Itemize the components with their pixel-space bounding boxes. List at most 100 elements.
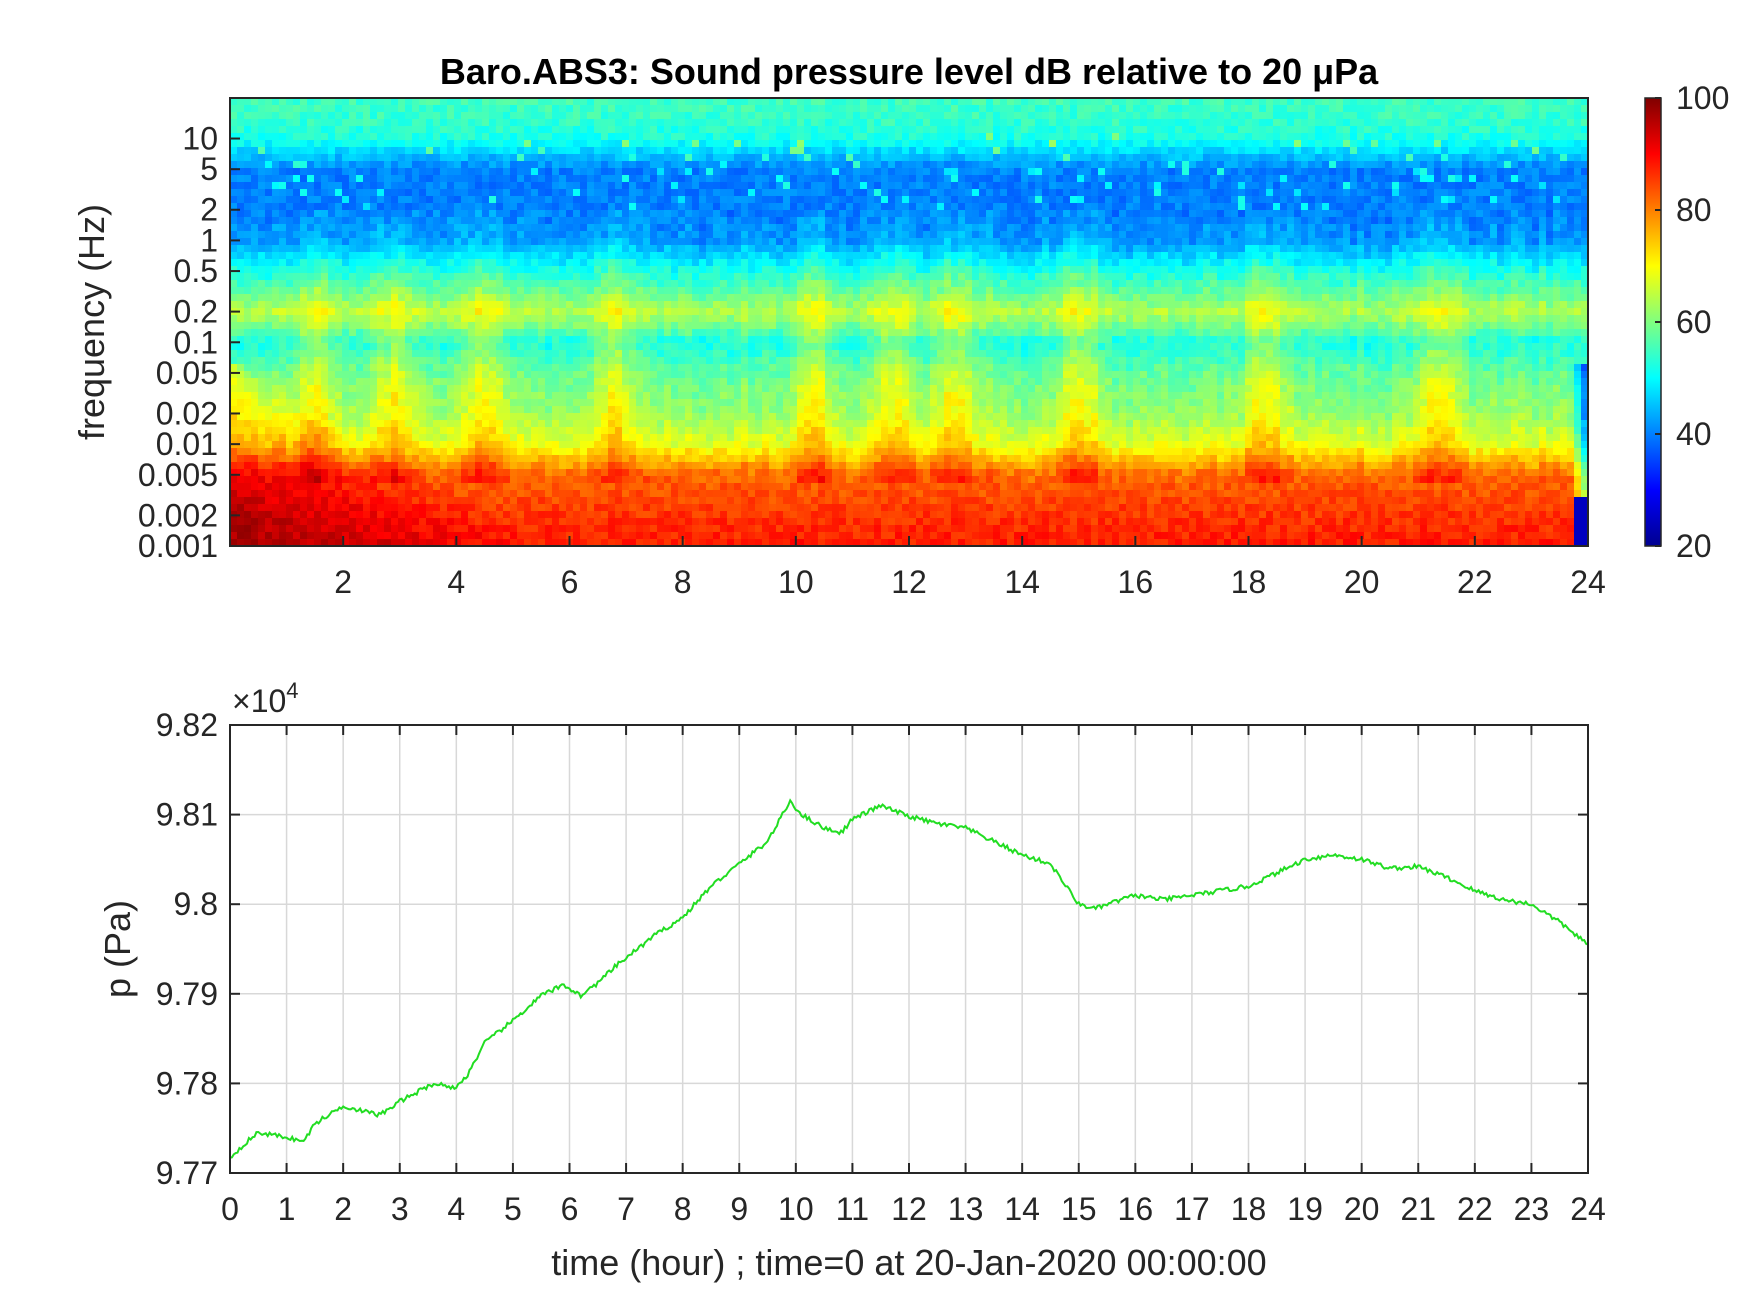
heatmap-cell [664,308,672,316]
heatmap-cell [685,273,693,281]
heatmap-cell [335,294,343,302]
heatmap-cell [349,154,357,162]
heatmap-cell [328,147,336,155]
heatmap-cell [461,140,469,148]
heatmap-cell [251,399,259,407]
heatmap-cell [370,203,378,211]
heatmap-cell [524,315,532,323]
heatmap-cell [475,245,483,253]
heatmap-cell [363,399,371,407]
heatmap-cell [440,420,448,428]
heatmap-cell [720,98,728,106]
heatmap-cell [629,413,637,421]
heatmap-cell [664,392,672,400]
heatmap-cell [461,448,469,456]
heatmap-cell [748,343,756,351]
heatmap-cell [524,294,532,302]
heatmap-cell [678,231,686,239]
heatmap-cell [300,427,308,435]
heatmap-cell [258,217,266,225]
heatmap-cell [706,133,714,141]
heatmap-cell [300,224,308,232]
heatmap-cell [440,364,448,372]
heatmap-cell [685,182,693,190]
heatmap-cell [258,392,266,400]
heatmap-cell [482,238,490,246]
heatmap-cell [461,490,469,498]
heatmap-cell [342,252,350,260]
heatmap-cell [454,147,462,155]
heatmap-cell [636,147,644,155]
heatmap-cell [650,245,658,253]
heatmap-cell [748,245,756,253]
heatmap-cell [405,238,413,246]
heatmap-cell [692,434,700,442]
heatmap-cell [489,532,497,540]
heatmap-cell [720,119,728,127]
heatmap-cell [545,462,553,470]
heatmap-cell [713,364,721,372]
heatmap-cell [489,294,497,302]
heatmap-cell [237,392,245,400]
heatmap-cell [293,161,301,169]
heatmap-cell [489,147,497,155]
heatmap-cell [496,378,504,386]
heatmap-cell [265,231,273,239]
heatmap-cell [265,329,273,337]
heatmap-cell [608,469,616,477]
heatmap-cell [496,112,504,120]
heatmap-cell [769,105,777,113]
heatmap-cell [657,280,665,288]
heatmap-cell [412,203,420,211]
heatmap-cell [531,287,539,295]
heatmap-cell [349,119,357,127]
heatmap-cell [363,196,371,204]
heatmap-cell [769,371,777,379]
heatmap-cell [454,525,462,533]
heatmap-cell [244,266,252,274]
heatmap-cell [664,161,672,169]
heatmap-cell [461,224,469,232]
heatmap-cell [496,231,504,239]
heatmap-cell [335,462,343,470]
heatmap-cell [293,476,301,484]
heatmap-cell [489,217,497,225]
heatmap-cell [244,399,252,407]
heatmap-cell [237,511,245,519]
heatmap-cell [461,469,469,477]
heatmap-cell [468,182,476,190]
heatmap-cell [643,315,651,323]
heatmap-cell [419,98,427,106]
heatmap-cell [237,224,245,232]
heatmap-cell [433,161,441,169]
heatmap-cell [440,392,448,400]
heatmap-cell [769,525,777,533]
heatmap-cell [517,196,525,204]
heatmap-cell [678,497,686,505]
heatmap-cell [622,357,630,365]
heatmap-cell [384,217,392,225]
heatmap-cell [461,364,469,372]
heatmap-cell [734,532,742,540]
heatmap-cell [517,315,525,323]
heatmap-cell [636,98,644,106]
heatmap-cell [727,462,735,470]
heatmap-cell [433,238,441,246]
heatmap-cell [356,336,364,344]
heatmap-cell [594,406,602,414]
heatmap-cell [531,175,539,183]
heatmap-cell [398,483,406,491]
heatmap-cell [349,315,357,323]
heatmap-cell [440,140,448,148]
heatmap-cell [524,189,532,197]
heatmap-cell [629,266,637,274]
heatmap-cell [230,427,238,435]
heatmap-cell [769,329,777,337]
heatmap-cell [433,448,441,456]
heatmap-cell [608,462,616,470]
heatmap-cell [356,315,364,323]
heatmap-cell [258,497,266,505]
heatmap-cell [363,308,371,316]
heatmap-cell [594,259,602,267]
heatmap-cell [678,196,686,204]
